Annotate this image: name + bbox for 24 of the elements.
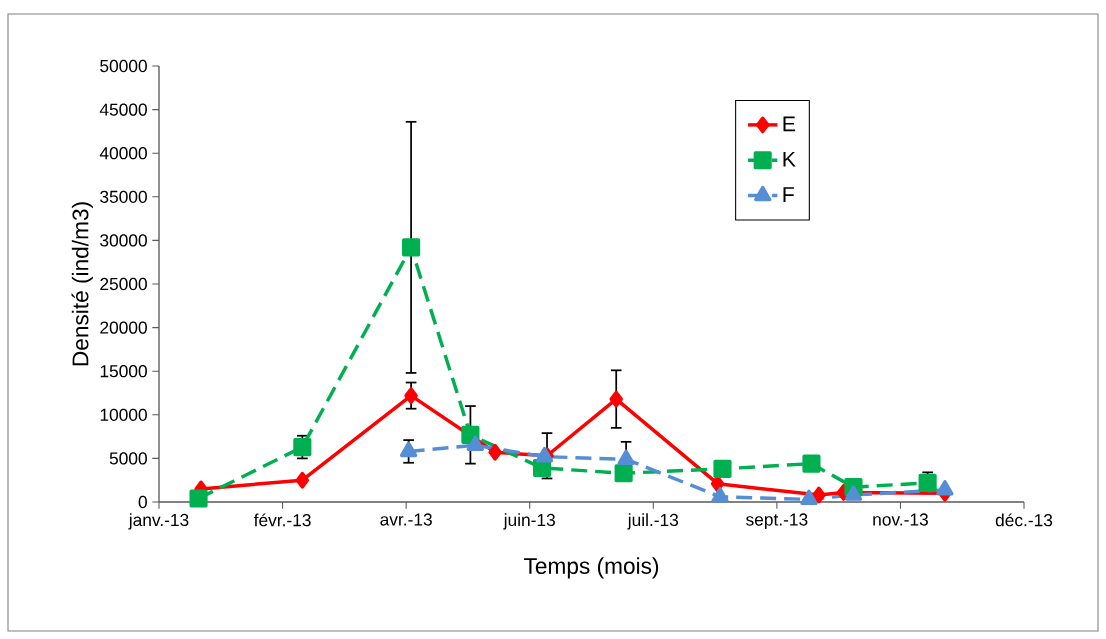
y-tick-label: 0 bbox=[138, 495, 147, 509]
y-tick-label: 35000 bbox=[100, 190, 147, 203]
x-tick-label: sept.-13 bbox=[746, 513, 808, 530]
y-tick-label: 15000 bbox=[100, 365, 147, 378]
y-tick-label: 30000 bbox=[100, 234, 147, 247]
y-tick-label: 10000 bbox=[100, 408, 147, 421]
y-tick-label: 5000 bbox=[109, 452, 147, 465]
legend-label: K bbox=[783, 151, 796, 167]
x-tick-label: avr.-13 bbox=[380, 513, 432, 526]
y-tick-label: 50000 bbox=[100, 59, 147, 73]
x-tick-label: nov.-13 bbox=[873, 513, 928, 526]
legend-label: F bbox=[783, 187, 794, 202]
y-tick-label: 20000 bbox=[100, 321, 147, 334]
y-axis-title: Densité (ind/m3) bbox=[71, 202, 93, 366]
legend-label: E bbox=[783, 116, 796, 132]
x-tick-label: janv.-13 bbox=[128, 513, 189, 530]
y-tick-label: 40000 bbox=[99, 147, 147, 160]
x-tick-label: juin-13 bbox=[503, 513, 555, 530]
x-axis-title: Temps (mois) bbox=[524, 557, 659, 579]
y-tick-label: 25000 bbox=[100, 277, 147, 291]
x-tick-label: juil.-13 bbox=[627, 513, 679, 530]
x-tick-label: déc.-13 bbox=[995, 513, 1053, 527]
y-tick-label: 45000 bbox=[99, 103, 147, 116]
x-tick-label: févr.-13 bbox=[253, 513, 311, 527]
